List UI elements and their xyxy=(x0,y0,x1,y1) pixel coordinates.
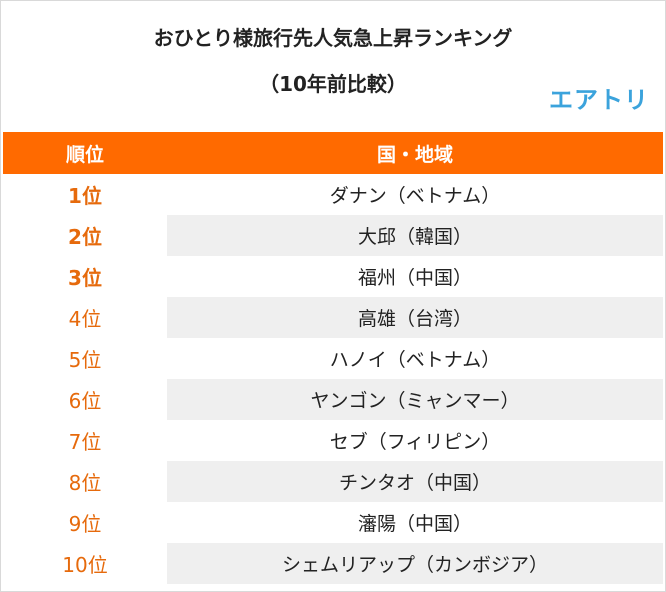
table-row: 1位 ダナン（ベトナム） xyxy=(3,174,663,215)
rank-cell: 6位 xyxy=(68,389,102,413)
region-cell: ヤンゴン（ミャンマー） xyxy=(310,390,520,412)
table-row: 2位 大邱（韓国） xyxy=(3,215,663,256)
table-row: 6位 ヤンゴン（ミャンマー） xyxy=(3,379,663,420)
region-cell: チンタオ（中国） xyxy=(338,472,491,494)
rank-cell: 1位 xyxy=(68,184,102,208)
table-row: 3位 福州（中国） xyxy=(3,256,663,297)
brand-logo: エアトリ xyxy=(549,86,649,114)
ranking-table: 順位 国・地域 1位 ダナン（ベトナム） 2位 大邱（韓国） 3位 福州（中国）… xyxy=(3,132,663,584)
region-cell: ダナン（ベトナム） xyxy=(329,185,501,207)
rank-cell: 3位 xyxy=(68,266,102,290)
table-row: 5位 ハノイ（ベトナム） xyxy=(3,338,663,379)
rank-cell: 9位 xyxy=(68,512,102,536)
table-header: 順位 国・地域 xyxy=(3,132,663,174)
region-cell: 福州（中国） xyxy=(357,267,472,289)
region-cell: シェムリアップ（カンボジア） xyxy=(281,554,548,576)
table-row: 4位 高雄（台湾） xyxy=(3,297,663,338)
region-cell: 大邱（韓国） xyxy=(357,226,472,248)
header-rank: 順位 xyxy=(65,143,104,166)
table-row: 7位 セブ（フィリピン） xyxy=(3,420,663,461)
rank-cell: 4位 xyxy=(68,307,102,331)
table-row: 9位 瀋陽（中国） xyxy=(3,502,663,543)
rank-cell: 5位 xyxy=(68,348,102,372)
rank-cell: 7位 xyxy=(68,430,102,454)
rank-cell: 8位 xyxy=(68,471,102,495)
rank-cell: 10位 xyxy=(62,553,108,577)
table-row: 8位 チンタオ（中国） xyxy=(3,461,663,502)
table-row: 10位 シェムリアップ（カンボジア） xyxy=(3,543,663,584)
region-cell: 高雄（台湾） xyxy=(357,308,472,330)
rank-cell: 2位 xyxy=(68,225,102,249)
region-cell: ハノイ（ベトナム） xyxy=(329,349,501,371)
region-cell: セブ（フィリピン） xyxy=(329,431,501,453)
page-title: おひとり様旅行先人気急上昇ランキング xyxy=(153,26,513,50)
header-region: 国・地域 xyxy=(376,143,453,166)
page-subtitle: （10年前比較） xyxy=(259,72,407,96)
region-cell: 瀋陽（中国） xyxy=(357,513,472,535)
